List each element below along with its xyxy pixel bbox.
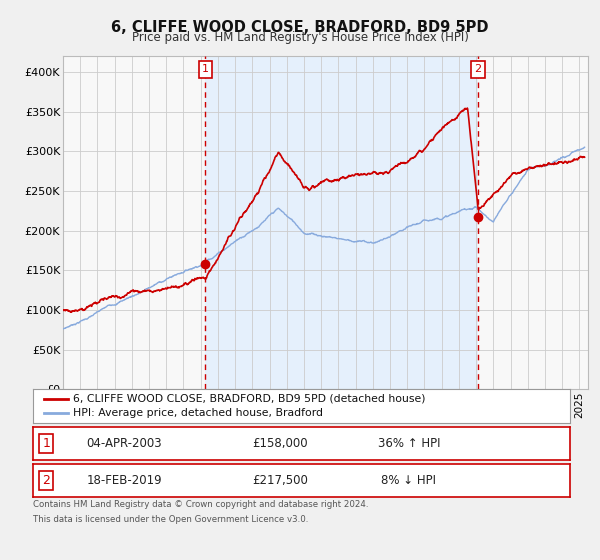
Text: 1: 1 — [43, 437, 50, 450]
Text: 2: 2 — [475, 64, 482, 74]
Text: £158,000: £158,000 — [252, 437, 308, 450]
Text: Price paid vs. HM Land Registry's House Price Index (HPI): Price paid vs. HM Land Registry's House … — [131, 31, 469, 44]
Text: 6, CLIFFE WOOD CLOSE, BRADFORD, BD9 5PD (detached house): 6, CLIFFE WOOD CLOSE, BRADFORD, BD9 5PD … — [73, 394, 426, 404]
Text: 36% ↑ HPI: 36% ↑ HPI — [377, 437, 440, 450]
Text: 04-APR-2003: 04-APR-2003 — [86, 437, 162, 450]
Bar — [205, 56, 478, 389]
Text: £217,500: £217,500 — [252, 474, 308, 487]
Text: 2: 2 — [43, 474, 50, 487]
Text: Contains HM Land Registry data © Crown copyright and database right 2024.: Contains HM Land Registry data © Crown c… — [33, 500, 368, 508]
Text: 6, CLIFFE WOOD CLOSE, BRADFORD, BD9 5PD: 6, CLIFFE WOOD CLOSE, BRADFORD, BD9 5PD — [111, 20, 489, 35]
Text: HPI: Average price, detached house, Bradford: HPI: Average price, detached house, Brad… — [73, 408, 323, 418]
Text: 18-FEB-2019: 18-FEB-2019 — [86, 474, 162, 487]
Text: 1: 1 — [202, 64, 209, 74]
Text: This data is licensed under the Open Government Licence v3.0.: This data is licensed under the Open Gov… — [33, 515, 308, 524]
Text: 8% ↓ HPI: 8% ↓ HPI — [382, 474, 436, 487]
